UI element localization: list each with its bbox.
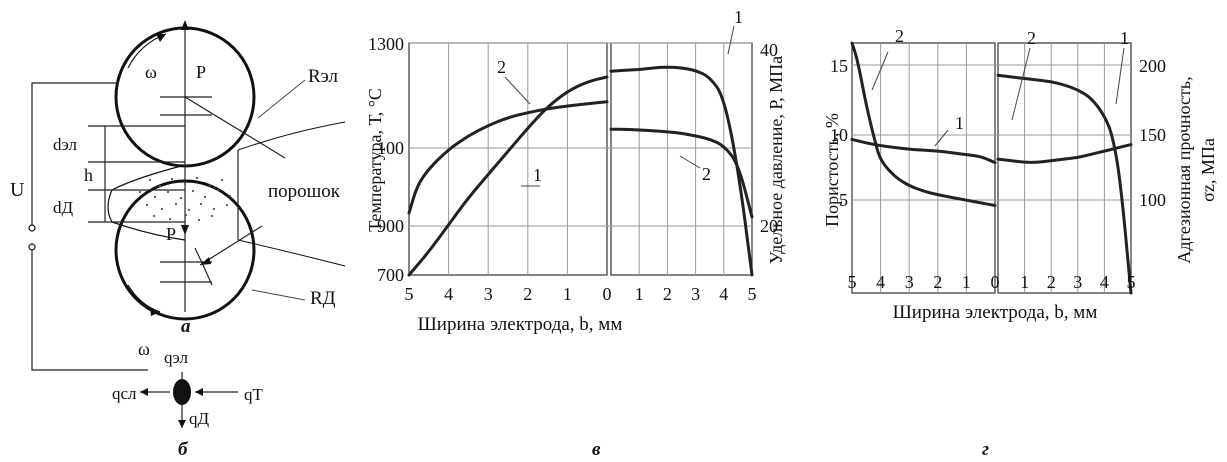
v-y-left-tick-1300: 1300 [368, 34, 404, 54]
omega-bottom-label: ω [138, 339, 150, 359]
terminal-top [28, 224, 36, 232]
v-ylabel-right: Удельное давление, Р, МПа [766, 56, 786, 264]
powder-stream-upper [237, 121, 346, 151]
v-y-left-tick-700: 700 [377, 265, 404, 285]
v-ylabel-left: Температура, Т, °С [365, 88, 385, 232]
powder-dots [138, 176, 232, 222]
powder-zone [107, 164, 186, 241]
g-xlabel: Ширина электрода, b, мм [893, 302, 1098, 323]
g-curve-label-2-left: 2 [895, 26, 904, 46]
d-el-label: dэл [53, 135, 77, 154]
g-ylabel-right-2: σz, МПа [1198, 138, 1218, 202]
g-x-left-tick-4: 4 [876, 272, 885, 292]
powder-label: порошок [268, 181, 341, 202]
r-el-label: Rэл [308, 66, 338, 87]
v-left-curve-2 [407, 100, 609, 215]
omega-top-label: ω [145, 62, 157, 82]
g-curve-label-1-right: 1 [1120, 28, 1129, 48]
powder-stream-lower [237, 239, 346, 267]
g-y-right-tick-100: 100 [1139, 190, 1166, 210]
caption-v: в [592, 439, 601, 460]
v-y-right-tick-20: 20 [760, 216, 778, 236]
caption-a: а [181, 316, 191, 337]
g-x-right-tick-4: 4 [1100, 272, 1109, 292]
g-ylabel-right-1: Адгезионная прочность, [1174, 76, 1194, 263]
v-y-right-tick-40: 40 [760, 40, 778, 60]
g-curve-label-1-left: 1 [955, 113, 964, 133]
rotation-arrow-bottom [127, 284, 161, 313]
q-el-label: qэл [164, 348, 188, 367]
v-right-curve-1 [609, 65, 754, 277]
g-x-right-tick-2: 2 [1047, 272, 1056, 292]
v-right-curve-2 [609, 127, 754, 219]
v-x-right-tick-3: 3 [691, 284, 700, 304]
v-x-left-tick-1: 1 [563, 284, 572, 304]
caption-b: б [178, 439, 189, 460]
terminal-bottom [28, 243, 36, 251]
g-y-right-tick-150: 150 [1139, 125, 1166, 145]
v-y-left-tick-900: 900 [377, 216, 404, 236]
g-ylabel-left: Пористость, % [822, 113, 842, 227]
v-x-left-tick-2: 2 [523, 284, 532, 304]
g-x-right-tick-3: 3 [1073, 272, 1082, 292]
u-label: U [10, 179, 25, 201]
v-x-left-tick-5: 5 [405, 284, 414, 304]
g-x-left-tick-3: 3 [905, 272, 914, 292]
chart-g-frame-left [851, 42, 996, 294]
p-top-label: P [196, 62, 206, 82]
g-x-left-tick-0: 0 [991, 272, 1000, 292]
p-arrow-up [181, 20, 189, 30]
r-d-label: RД [310, 288, 336, 309]
caption-g: г [982, 439, 989, 460]
g-y-left-tick-15: 15 [830, 56, 848, 76]
chart-v-frame-right [610, 42, 753, 276]
v-x-right-tick-5: 5 [748, 284, 757, 304]
g-left-curve-1 [850, 137, 997, 165]
p-arrow-down [181, 225, 189, 235]
v-x-right-tick-2: 2 [663, 284, 672, 304]
v-curve-label-1-left: 1 [533, 165, 542, 185]
q-t-label: qТ [244, 385, 264, 404]
h-label: h [84, 165, 93, 185]
g-x-right-tick-1: 1 [1020, 272, 1029, 292]
v-curve-label-1-right: 1 [734, 7, 743, 27]
v-x-left-tick-0: 0 [603, 284, 612, 304]
heat-balance-panel: qэл qсл qТ qД б [112, 348, 264, 460]
v-x-right-tick-1: 1 [635, 284, 644, 304]
v-x-left-tick-3: 3 [484, 284, 493, 304]
v-xlabel: Ширина электрода, b, мм [418, 314, 623, 335]
v-left-curve-1 [407, 75, 609, 277]
p-bottom-label: P [166, 224, 176, 244]
q-d-label: qД [189, 409, 210, 428]
balance-particle [173, 379, 191, 405]
q-sl-label: qсл [112, 384, 137, 403]
v-x-left-tick-4: 4 [444, 284, 453, 304]
g-y-left-tick-5: 5 [839, 190, 848, 210]
g-y-right-tick-200: 200 [1139, 56, 1166, 76]
g-x-left-tick-1: 1 [962, 272, 971, 292]
g-y-left-tick-10: 10 [830, 125, 848, 145]
g-right-curve-2 [996, 73, 1133, 295]
g-left-curve-2 [850, 41, 997, 207]
chart-g-frame-right [997, 42, 1132, 294]
v-y-left-tick-100: 100 [377, 138, 404, 158]
g-x-right-tick-5: 5 [1127, 272, 1136, 292]
schematic-panel: ω ω P P Rэл RД dэл h dД U порошок а [10, 20, 346, 371]
g-x-left-tick-5: 5 [848, 272, 857, 292]
v-x-right-tick-4: 4 [719, 284, 728, 304]
d-d-label: dД [53, 198, 74, 217]
v-curve-label-2-right: 2 [702, 164, 711, 184]
g-curve-label-2-right: 2 [1027, 28, 1036, 48]
g-x-left-tick-2: 2 [933, 272, 942, 292]
v-curve-label-2-left: 2 [497, 57, 506, 77]
g-right-curve-1 [996, 143, 1133, 164]
